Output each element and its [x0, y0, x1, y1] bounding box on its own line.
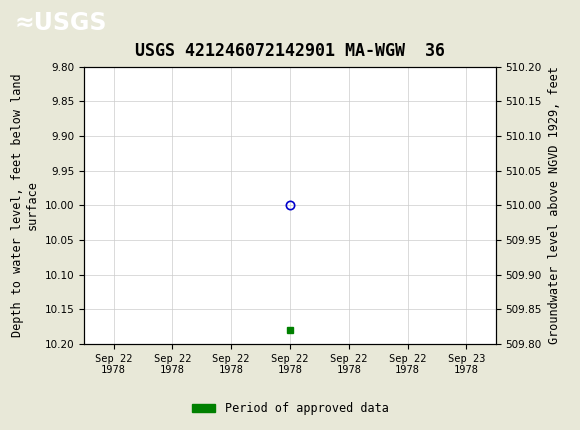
Text: ≈USGS: ≈USGS — [14, 11, 107, 34]
Legend: Period of approved data: Period of approved data — [187, 397, 393, 420]
Y-axis label: Depth to water level, feet below land
surface: Depth to water level, feet below land su… — [11, 74, 39, 337]
Title: USGS 421246072142901 MA-WGW  36: USGS 421246072142901 MA-WGW 36 — [135, 42, 445, 59]
Y-axis label: Groundwater level above NGVD 1929, feet: Groundwater level above NGVD 1929, feet — [548, 66, 560, 344]
